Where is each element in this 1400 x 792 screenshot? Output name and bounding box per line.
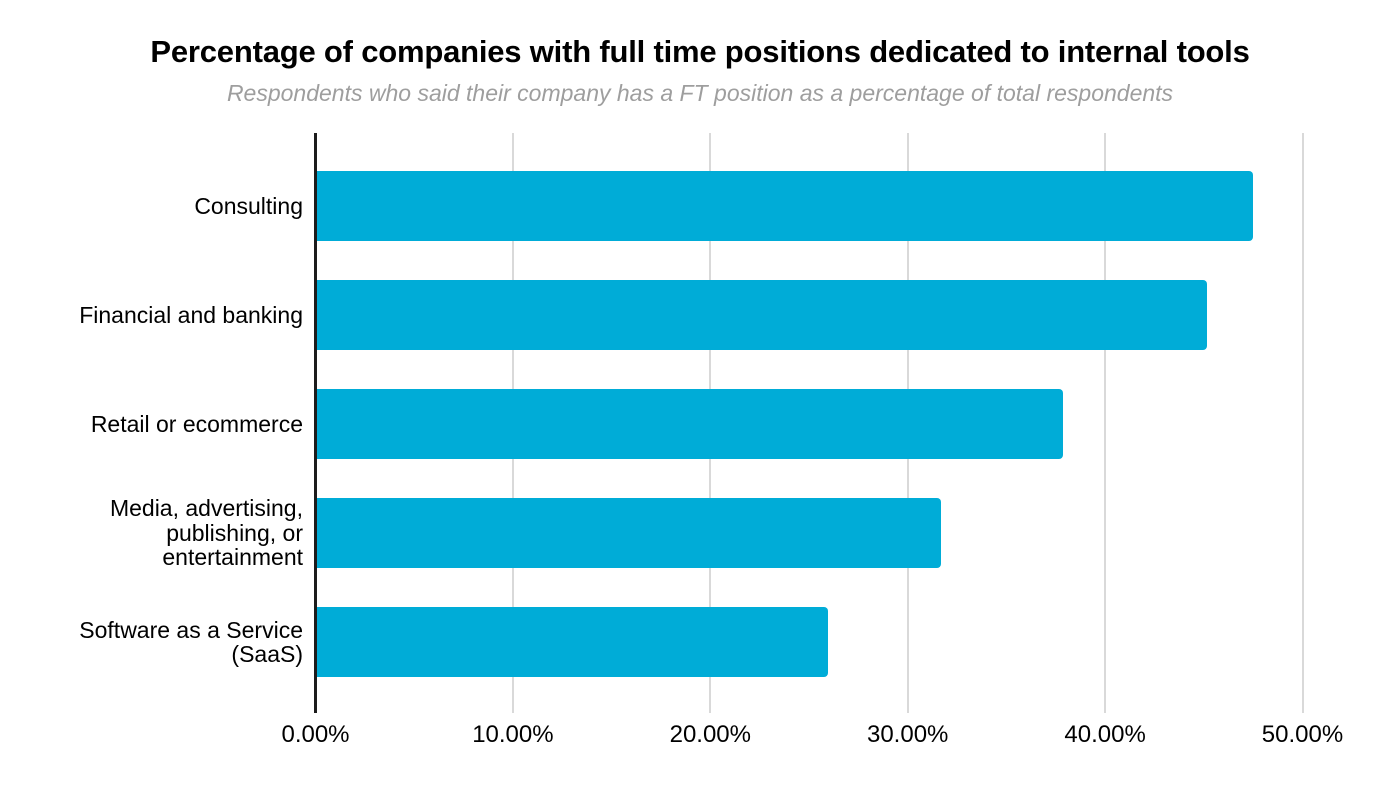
x-axis-tick-label: 40.00% (1064, 721, 1146, 748)
bar-financial-and-banking (317, 280, 1208, 350)
chart-subtitle: Respondents who said their company has a… (226, 80, 1174, 106)
category-label: Retail or ecommerce (90, 410, 303, 437)
bar-media-advertising-publishing-or-entertainment (317, 498, 941, 568)
bar-consulting (317, 171, 1253, 241)
x-gridline (1104, 133, 1107, 713)
x-axis-tick-label: 10.00% (472, 721, 554, 748)
x-axis-tick-label: 0.00% (281, 721, 350, 748)
category-label: Media, advertising, publishing, or enter… (109, 495, 303, 571)
category-label: Consulting (194, 192, 303, 219)
category-label: Financial and banking (79, 301, 303, 328)
chart-title: Percentage of companies with full time p… (150, 34, 1250, 69)
category-label: Software as a Service (SaaS) (79, 616, 303, 667)
x-gridline (1301, 133, 1304, 713)
x-axis-tick-label: 30.00% (866, 721, 949, 748)
x-axis-tick-label: 50.00% (1261, 721, 1344, 748)
bar-software-as-a-service-saas (317, 607, 829, 677)
bar-retail-or-ecommerce (317, 389, 1064, 459)
x-axis-tick-label: 20.00% (669, 721, 751, 748)
y-axis-line (314, 133, 317, 713)
